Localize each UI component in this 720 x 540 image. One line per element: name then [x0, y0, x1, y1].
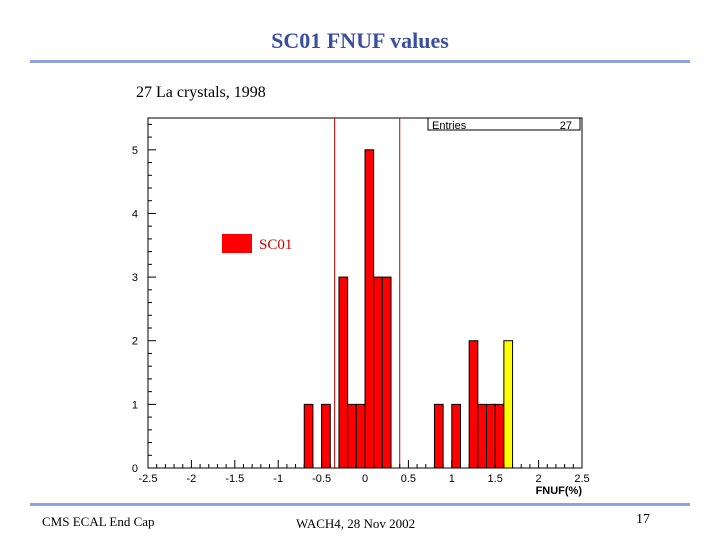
histogram-bar-highlight [503, 340, 514, 469]
x-tick-label: 0.5 [401, 473, 416, 485]
histogram-bar [494, 403, 505, 469]
y-tick-label: 2 [132, 336, 138, 348]
y-tick-label: 0 [132, 463, 138, 475]
x-tick-label: -1.5 [225, 473, 244, 485]
footer-rule [30, 503, 690, 506]
histogram-bar [468, 340, 479, 469]
x-axis-label: FNUF(%) [536, 485, 583, 497]
x-tick-label: -0.5 [312, 473, 331, 485]
histogram-bar [477, 403, 488, 469]
histogram-bar [303, 403, 314, 469]
histogram-bar [486, 403, 496, 469]
legend-swatch [222, 234, 252, 253]
histogram-bar [347, 403, 357, 469]
y-tick-label: 5 [132, 145, 138, 157]
histogram-bar [364, 149, 375, 469]
histogram-bar [373, 276, 383, 469]
x-tick-label: 1.5 [488, 473, 503, 485]
x-tick-label: -1 [273, 473, 283, 485]
legend-label: SC01 [259, 237, 292, 253]
histogram-bar [433, 403, 444, 469]
footer-center-text: WACH4, 28 Nov 2002 [296, 516, 416, 531]
title-rule [30, 60, 690, 63]
histogram-bar [338, 276, 349, 469]
y-tick-label: 1 [132, 399, 138, 411]
chart-subtitle: 27 La crystals, 1998 [136, 84, 266, 101]
histogram-bar [355, 403, 366, 469]
x-tick-label: -2 [187, 473, 197, 485]
x-tick-label: 2 [536, 473, 542, 485]
x-tick-label: -2.5 [139, 473, 158, 485]
histogram-bar [381, 276, 392, 469]
y-tick-label: 3 [132, 272, 138, 284]
footer-left-text: CMS ECAL End Cap [42, 514, 155, 529]
histogram-bar [451, 403, 461, 469]
y-tick-label: 4 [132, 208, 138, 220]
stats-entries-label: Entries [432, 120, 467, 132]
slide-title: SC01 FNUF values [271, 28, 449, 53]
x-tick-label: 0 [362, 473, 368, 485]
x-tick-label: 1 [449, 473, 455, 485]
x-tick-label: 2.5 [574, 473, 589, 485]
page-number: 17 [636, 512, 650, 527]
stats-entries-value: 27 [560, 120, 572, 132]
histogram-bar [321, 403, 331, 469]
stats-box [427, 117, 581, 131]
